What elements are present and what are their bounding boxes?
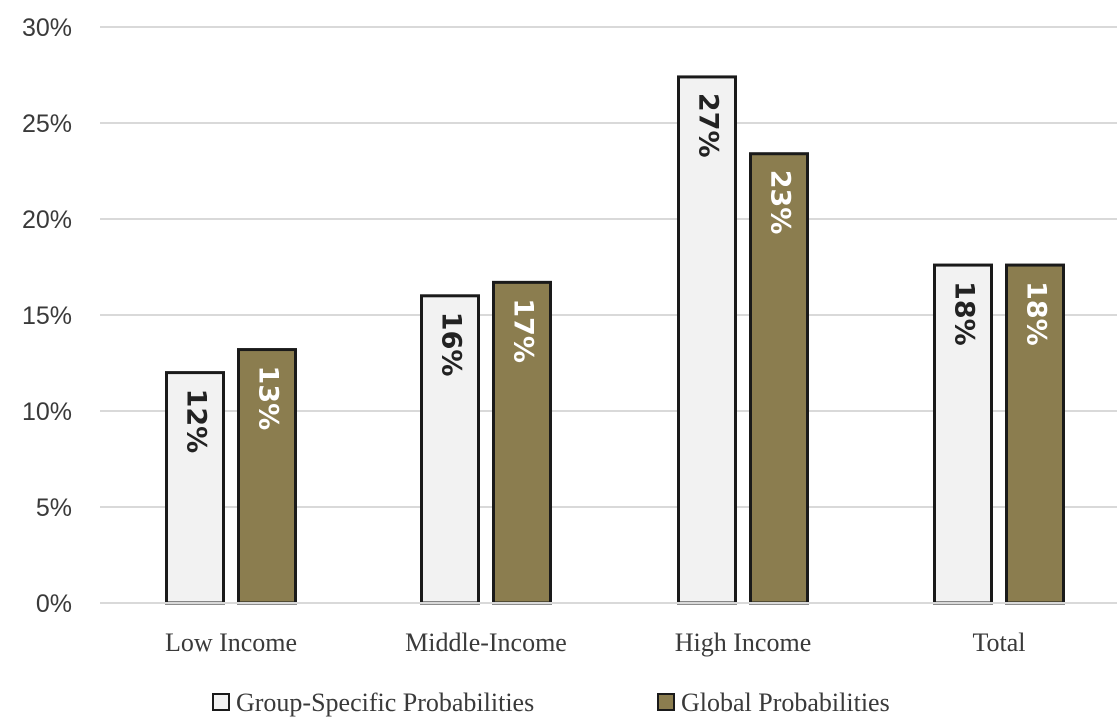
bar-data-labels: 12% 16% 27% 18% 13% 17% 23% 18% <box>181 93 1052 453</box>
x-axis-category-labels: Low Income Middle-Income High Income Total <box>165 628 1026 657</box>
y-tick-label: 30% <box>22 14 72 42</box>
x-category-label: High Income <box>675 628 811 657</box>
y-tick-label: 25% <box>22 110 72 138</box>
x-category-label: Total <box>972 628 1025 657</box>
legend-swatch-group-specific <box>212 693 230 711</box>
legend-label: Global Probabilities <box>681 688 890 717</box>
bar-data-label: 16% <box>436 312 467 377</box>
legend-swatch-global <box>657 693 675 711</box>
x-category-label: Middle-Income <box>405 628 567 657</box>
bars <box>165 75 1065 605</box>
bar-data-label: 18% <box>949 281 980 346</box>
bar-group-specific-2 <box>677 75 737 605</box>
y-tick-label: 20% <box>22 206 72 234</box>
bar-data-label: 13% <box>253 366 284 431</box>
legend: Group-Specific Probabilities Global Proba… <box>212 688 890 717</box>
y-tick-label: 0% <box>36 590 72 618</box>
y-tick-label: 10% <box>22 398 72 426</box>
bar-global-3 <box>1005 263 1065 605</box>
bar-global-0 <box>237 348 297 605</box>
bar-group-specific-1 <box>420 294 480 605</box>
bar-data-label: 12% <box>181 389 212 454</box>
bar-global-2 <box>749 152 809 605</box>
y-tick-label: 5% <box>36 494 72 522</box>
y-tick-label: 15% <box>22 302 72 330</box>
bar-data-label: 27% <box>693 93 724 158</box>
legend-label: Group-Specific Probabilities <box>236 688 534 717</box>
x-category-label: Low Income <box>165 628 297 657</box>
bar-data-label: 17% <box>508 298 539 363</box>
bar-global-1 <box>492 280 552 605</box>
bar-data-label: 23% <box>765 170 796 235</box>
y-axis-tick-labels: 0% 5% 10% 15% 20% 25% 30% <box>22 14 72 618</box>
bar-data-label: 18% <box>1021 281 1052 346</box>
